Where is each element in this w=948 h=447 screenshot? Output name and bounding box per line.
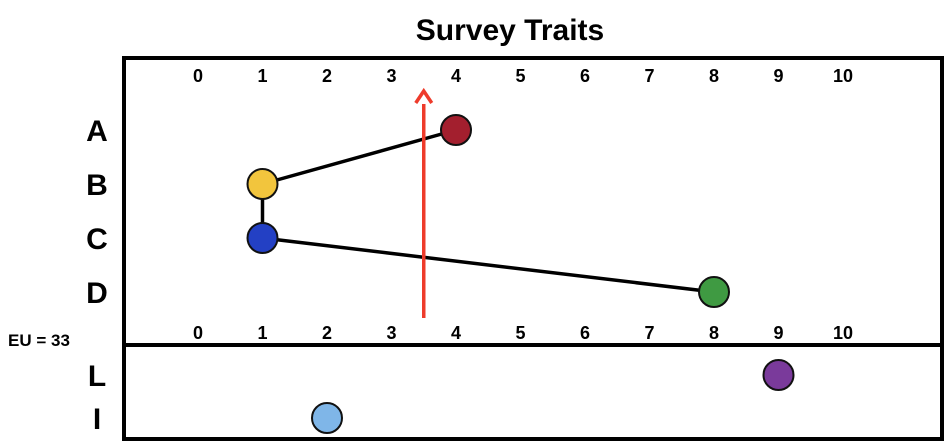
connection-line-c-d — [262, 236, 715, 294]
connection-line-a-b — [262, 128, 457, 186]
bottom-x-tick-label: 5 — [515, 323, 525, 343]
trait-points — [246, 114, 795, 434]
bottom-x-tick-label: 6 — [580, 323, 590, 343]
top-panel-x-tick-labels: 0 1 2 3 4 5 6 7 8 9 10 — [193, 66, 853, 86]
bottom-x-tick-label: 1 — [257, 323, 267, 343]
top-x-tick-label: 0 — [193, 66, 203, 86]
bottom-x-tick-label: 4 — [451, 323, 461, 343]
eu-annotation: EU = 33 — [8, 331, 70, 350]
top-x-tick-label: 10 — [833, 66, 853, 86]
top-panel-frame — [122, 56, 944, 347]
point-i — [311, 402, 343, 434]
top-x-tick-label: 4 — [451, 66, 461, 86]
top-x-tick-label: 7 — [644, 66, 654, 86]
point-c — [246, 222, 279, 254]
row-label-l: L — [88, 360, 106, 393]
bottom-panel-x-tick-labels: 0 1 2 3 4 5 6 7 8 9 10 — [193, 323, 853, 343]
row-label-b: B — [86, 169, 108, 202]
top-x-tick-label: 6 — [580, 66, 590, 86]
point-a — [440, 114, 472, 146]
row-label-c: C — [86, 223, 108, 256]
row-label-d: D — [86, 277, 108, 310]
top-x-tick-label: 9 — [773, 66, 783, 86]
row-label-i: I — [93, 403, 101, 436]
bottom-x-tick-label: 7 — [644, 323, 654, 343]
top-x-tick-label: 3 — [386, 66, 396, 86]
top-x-tick-label: 5 — [515, 66, 525, 86]
top-x-tick-label: 1 — [257, 66, 267, 86]
point-l — [762, 359, 795, 391]
bottom-x-tick-label: 3 — [386, 323, 396, 343]
point-d — [698, 276, 730, 308]
top-x-tick-label: 8 — [709, 66, 719, 86]
bottom-x-tick-label: 8 — [709, 323, 719, 343]
trait-connection-lines — [260, 128, 715, 294]
bottom-panel-row-labels: LI — [88, 360, 106, 436]
bottom-x-tick-label: 10 — [833, 323, 853, 343]
top-x-tick-label: 2 — [322, 66, 332, 86]
threshold-marker — [414, 87, 434, 318]
point-b — [246, 168, 279, 200]
threshold-marker-arrowhead — [414, 87, 434, 104]
bottom-x-tick-label: 9 — [773, 323, 783, 343]
row-label-a: A — [86, 115, 108, 148]
bottom-x-tick-label: 0 — [193, 323, 203, 343]
chart-title: Survey Traits — [416, 14, 604, 47]
bottom-panel-frame — [122, 343, 944, 441]
bottom-x-tick-label: 2 — [322, 323, 332, 343]
